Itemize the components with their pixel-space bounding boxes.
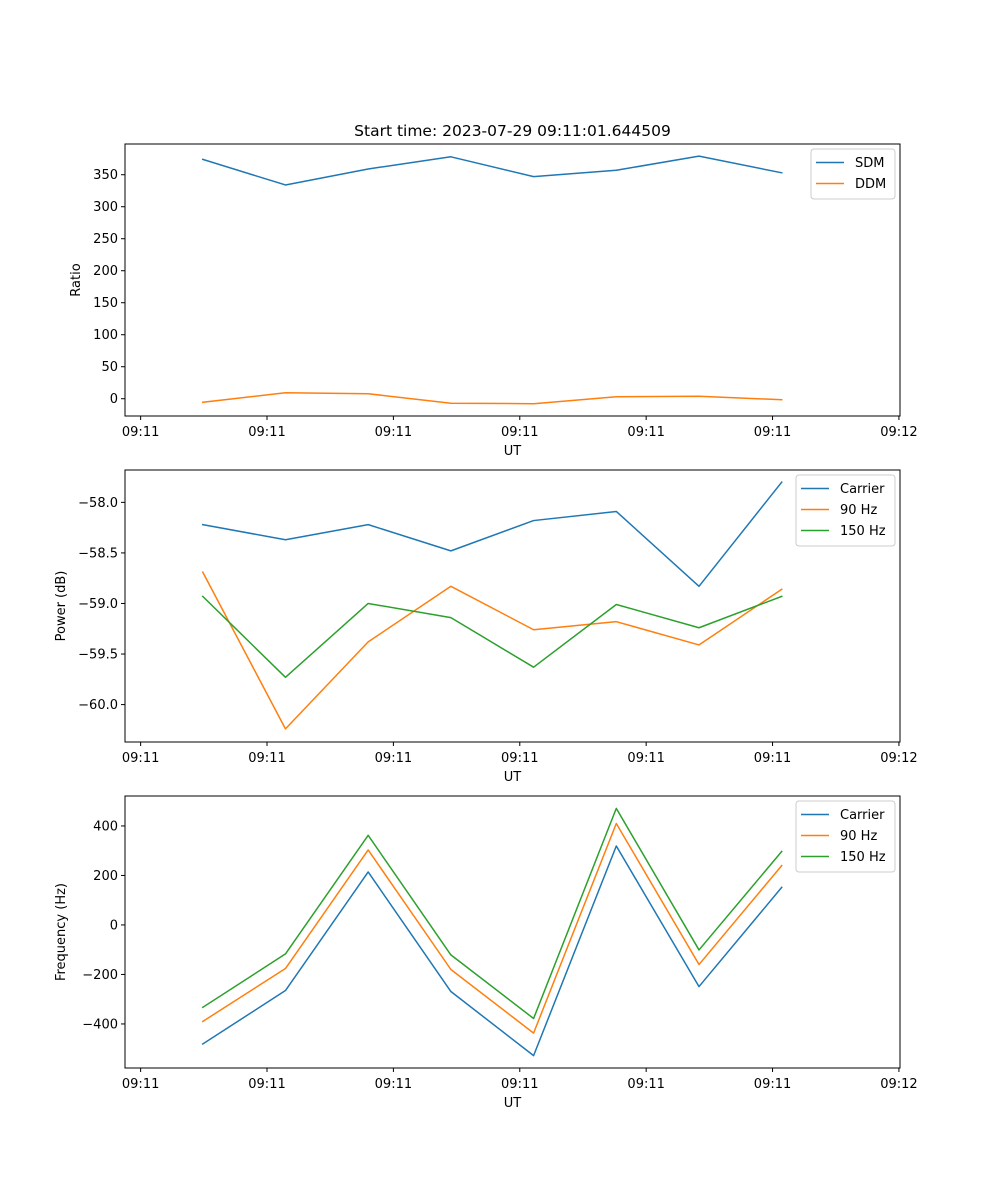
series-line-carrier bbox=[201, 845, 783, 1057]
y-tick-label: 350 bbox=[93, 168, 118, 183]
series-line-carrier bbox=[201, 481, 783, 588]
x-tick-label: 09:11 bbox=[122, 425, 159, 440]
y-tick-label: −58.0 bbox=[78, 496, 118, 511]
x-tick-label: 09:11 bbox=[122, 1077, 159, 1092]
y-tick-label: −400 bbox=[82, 1017, 118, 1032]
x-tick-label: 09:12 bbox=[880, 425, 917, 440]
series-line-90-hz bbox=[201, 822, 783, 1034]
series-line-150-hz bbox=[201, 807, 783, 1020]
series-line-150-hz bbox=[201, 595, 783, 679]
y-axis-label: Ratio bbox=[69, 263, 84, 296]
x-tick-label: 09:11 bbox=[754, 425, 791, 440]
x-axis-label: UT bbox=[504, 770, 522, 785]
series-line-90-hz bbox=[201, 571, 783, 730]
legend-label: 150 Hz bbox=[840, 524, 886, 539]
y-tick-label: 0 bbox=[110, 392, 118, 407]
x-tick-label: 09:11 bbox=[248, 425, 285, 440]
y-tick-label: 400 bbox=[93, 819, 118, 834]
y-tick-label: 150 bbox=[93, 296, 118, 311]
x-tick-label: 09:11 bbox=[375, 751, 412, 766]
figure-title: Start time: 2023-07-29 09:11:01.644509 bbox=[354, 122, 671, 140]
y-tick-label: 0 bbox=[110, 918, 118, 933]
series-line-sdm bbox=[201, 155, 783, 186]
x-tick-label: 09:12 bbox=[880, 751, 917, 766]
axes-frame bbox=[124, 469, 901, 743]
y-tick-label: −59.0 bbox=[78, 597, 118, 612]
y-tick-label: −58.5 bbox=[78, 546, 118, 561]
legend-box bbox=[810, 148, 896, 200]
series-line-ddm bbox=[201, 391, 783, 405]
legend-label: 150 Hz bbox=[840, 850, 886, 865]
x-tick-label: 09:11 bbox=[375, 425, 412, 440]
legend-label: Carrier bbox=[840, 808, 885, 823]
legend-box bbox=[795, 800, 896, 873]
y-tick-label: 200 bbox=[93, 264, 118, 279]
y-tick-label: 50 bbox=[101, 360, 118, 375]
legend: Carrier 90 Hz 150 Hz bbox=[795, 800, 896, 873]
y-tick-label: 250 bbox=[93, 232, 118, 247]
legend: Carrier 90 Hz 150 Hz bbox=[795, 474, 896, 547]
y-axis-label: Frequency (Hz) bbox=[54, 883, 69, 981]
y-tick-label: −200 bbox=[82, 968, 118, 983]
legend-label: 90 Hz bbox=[840, 503, 877, 518]
legend-label: DDM bbox=[855, 177, 886, 192]
x-tick-label: 09:11 bbox=[248, 1077, 285, 1092]
x-tick-label: 09:11 bbox=[754, 1077, 791, 1092]
y-tick-label: −60.0 bbox=[78, 698, 118, 713]
chart-1: 09:11 09:11 09:11 09:11 09:11 09:11 09:12 0 50 10… bbox=[69, 143, 918, 459]
x-tick-label: 09:11 bbox=[501, 425, 538, 440]
x-tick-label: 09:11 bbox=[627, 1077, 664, 1092]
x-tick-label: 09:11 bbox=[627, 751, 664, 766]
legend-box bbox=[795, 474, 896, 547]
y-tick-label: 100 bbox=[93, 328, 118, 343]
x-tick-label: 09:11 bbox=[754, 751, 791, 766]
legend: SDM DDM bbox=[810, 148, 896, 200]
y-axis-label: Power (dB) bbox=[54, 571, 69, 642]
x-tick-label: 09:11 bbox=[122, 751, 159, 766]
y-tick-label: 300 bbox=[93, 200, 118, 215]
chart-2: 09:11 09:11 09:11 09:11 09:11 09:11 09:12 −60.0… bbox=[54, 469, 918, 785]
legend-label: Carrier bbox=[840, 482, 885, 497]
axes-frame bbox=[124, 795, 901, 1069]
y-tick-label: −59.5 bbox=[78, 648, 118, 663]
x-tick-label: 09:11 bbox=[501, 751, 538, 766]
x-tick-label: 09:11 bbox=[627, 425, 664, 440]
x-tick-label: 09:11 bbox=[248, 751, 285, 766]
x-tick-label: 09:11 bbox=[375, 1077, 412, 1092]
x-axis-label: UT bbox=[504, 1096, 522, 1111]
legend-label: SDM bbox=[855, 156, 884, 171]
x-tick-label: 09:11 bbox=[501, 1077, 538, 1092]
axes-frame bbox=[124, 143, 901, 417]
chart-3: 09:11 09:11 09:11 09:11 09:11 09:11 09:12 −400 −… bbox=[54, 795, 918, 1111]
y-tick-label: 200 bbox=[93, 869, 118, 884]
legend-label: 90 Hz bbox=[840, 829, 877, 844]
x-tick-label: 09:12 bbox=[880, 1077, 917, 1092]
x-axis-label: UT bbox=[504, 444, 522, 459]
